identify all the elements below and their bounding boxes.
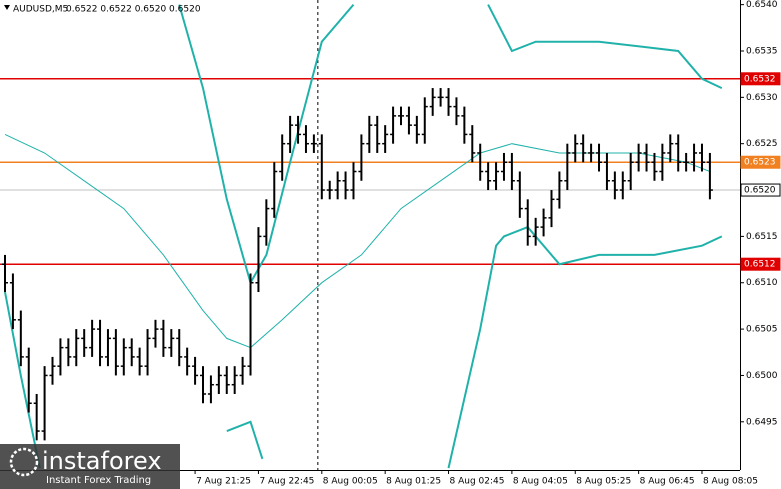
y-tick-label: 0.6530: [746, 93, 778, 103]
x-tick-label: 8 Aug 06:45: [640, 477, 695, 487]
y-tick-label: 0.6510: [746, 278, 778, 288]
x-tick-label: 8 Aug 01:25: [386, 477, 441, 487]
y-tick-label: 0.6515: [746, 232, 778, 242]
plot-area: [0, 0, 740, 470]
level-label: 0.6520: [744, 186, 776, 196]
level-label-box: [740, 155, 781, 169]
level-label: 0.6532: [744, 74, 776, 84]
x-tick-label: 8 Aug 08:05: [703, 477, 758, 487]
y-tick-label: 0.6540: [746, 0, 778, 10]
header-icon: [4, 5, 10, 10]
indicator-line: [4, 133, 711, 349]
logo: instaforex Instant Forex Trading: [0, 444, 180, 489]
y-tick-label: 0.6495: [746, 417, 778, 427]
y-tick-label: 0.6525: [746, 139, 778, 149]
x-tick-label: 7 Aug 22:45: [259, 477, 314, 487]
x-tick-label: 8 Aug 00:05: [323, 477, 378, 487]
x-tick-label: 8 Aug 04:05: [513, 477, 568, 487]
chart-subtitle: 0.6522 0.6522 0.6520 0.6520: [66, 5, 201, 15]
logo-tagline: Instant Forex Trading: [46, 475, 151, 486]
logo-name: instaforex: [42, 447, 162, 475]
axes: 0.6540 0.6535 0.6530 0.6525 0.6515 0.6510 0.65…: [194, 0, 781, 487]
level-label-box: [740, 72, 781, 86]
level-label-box: [740, 257, 781, 271]
level-label-box: [740, 183, 781, 197]
indicator-line: [4, 225, 723, 469]
x-tick-label: 8 Aug 02:45: [450, 477, 505, 487]
y-tick-label: 0.6535: [746, 46, 778, 56]
y-tick-label: 0.6500: [746, 371, 778, 381]
chart-title: AUDUSD,M5: [13, 5, 68, 15]
level-label: 0.6523: [744, 158, 776, 168]
logo-icon: [9, 447, 39, 477]
level-label: 0.6512: [744, 260, 776, 270]
y-tick-label: 0.6505: [746, 325, 778, 335]
x-tick-label: 8 Aug 05:25: [576, 477, 631, 487]
x-tick-label: 7 Aug 21:25: [196, 477, 251, 487]
